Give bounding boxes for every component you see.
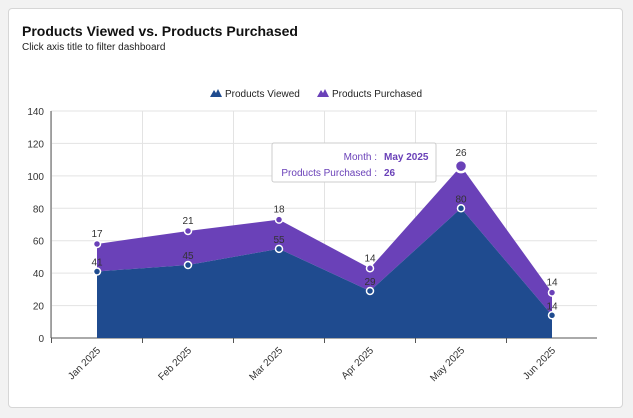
data-label-products-viewed: 80 xyxy=(455,194,467,205)
chart-subtitle: Click axis title to filter dashboard xyxy=(22,42,166,53)
x-tick-label: Apr 2025 xyxy=(340,345,377,382)
y-tick-label: 80 xyxy=(33,204,45,215)
area-products-viewed[interactable] xyxy=(97,208,552,338)
data-label-products-purchased: 21 xyxy=(182,216,194,227)
area-products-purchased[interactable] xyxy=(97,166,552,316)
x-tick-label: Jan 2025 xyxy=(66,345,103,382)
point-products-viewed[interactable] xyxy=(274,244,284,254)
data-label-products-viewed: 45 xyxy=(182,251,194,262)
data-label-products-viewed: 14 xyxy=(546,301,558,312)
y-tick-label: 0 xyxy=(38,334,44,345)
point-products-viewed[interactable] xyxy=(456,204,466,213)
x-tick-label: Feb 2025 xyxy=(156,345,194,383)
tooltip-month-label: Month : xyxy=(344,152,377,163)
y-tick-label: 100 xyxy=(27,172,44,183)
point-products-viewed[interactable] xyxy=(183,260,193,270)
data-label-products-purchased: 14 xyxy=(364,253,376,264)
legend-products-purchased-icon[interactable] xyxy=(317,89,329,97)
point-products-viewed[interactable] xyxy=(92,267,102,276)
x-tick-label: May 2025 xyxy=(428,345,467,384)
point-products-viewed[interactable] xyxy=(547,311,557,320)
point-products-purchased[interactable] xyxy=(274,215,284,224)
legend-products-purchased-label[interactable]: Products Purchased xyxy=(332,89,422,100)
data-label-products-viewed: 55 xyxy=(273,235,285,246)
tooltip-box xyxy=(271,142,437,183)
y-tick-label: 140 xyxy=(27,107,44,118)
x-tick-label: Mar 2025 xyxy=(247,345,285,383)
y-tick-label: 120 xyxy=(27,139,44,150)
data-label-products-purchased: 26 xyxy=(455,148,467,159)
x-tick-label: Jun 2025 xyxy=(521,345,558,382)
point-products-purchased[interactable] xyxy=(365,264,375,273)
data-label-products-viewed: 41 xyxy=(91,258,103,269)
legend-products-viewed-icon[interactable] xyxy=(210,89,222,97)
data-label-products-purchased: 17 xyxy=(91,229,103,240)
y-tick-label: 20 xyxy=(33,302,45,313)
y-tick-label: 60 xyxy=(33,237,45,248)
point-products-purchased[interactable] xyxy=(547,288,557,297)
data-label-products-purchased: 18 xyxy=(273,205,285,216)
tooltip-month-value: May 2025 xyxy=(384,152,429,163)
point-products-purchased[interactable] xyxy=(183,226,193,236)
y-tick-label: 40 xyxy=(33,269,45,280)
data-label-products-purchased: 14 xyxy=(546,278,558,289)
data-label-products-viewed: 29 xyxy=(364,277,376,288)
point-products-purchased[interactable] xyxy=(92,239,102,249)
tooltip-series-label: Products Purchased : xyxy=(281,168,377,179)
chart-title: Products Viewed vs. Products Purchased xyxy=(22,23,298,39)
point-products-purchased[interactable] xyxy=(453,158,469,174)
tooltip-series-value: 26 xyxy=(384,168,396,179)
legend-products-viewed-label[interactable]: Products Viewed xyxy=(225,89,300,100)
point-products-viewed[interactable] xyxy=(365,286,375,296)
